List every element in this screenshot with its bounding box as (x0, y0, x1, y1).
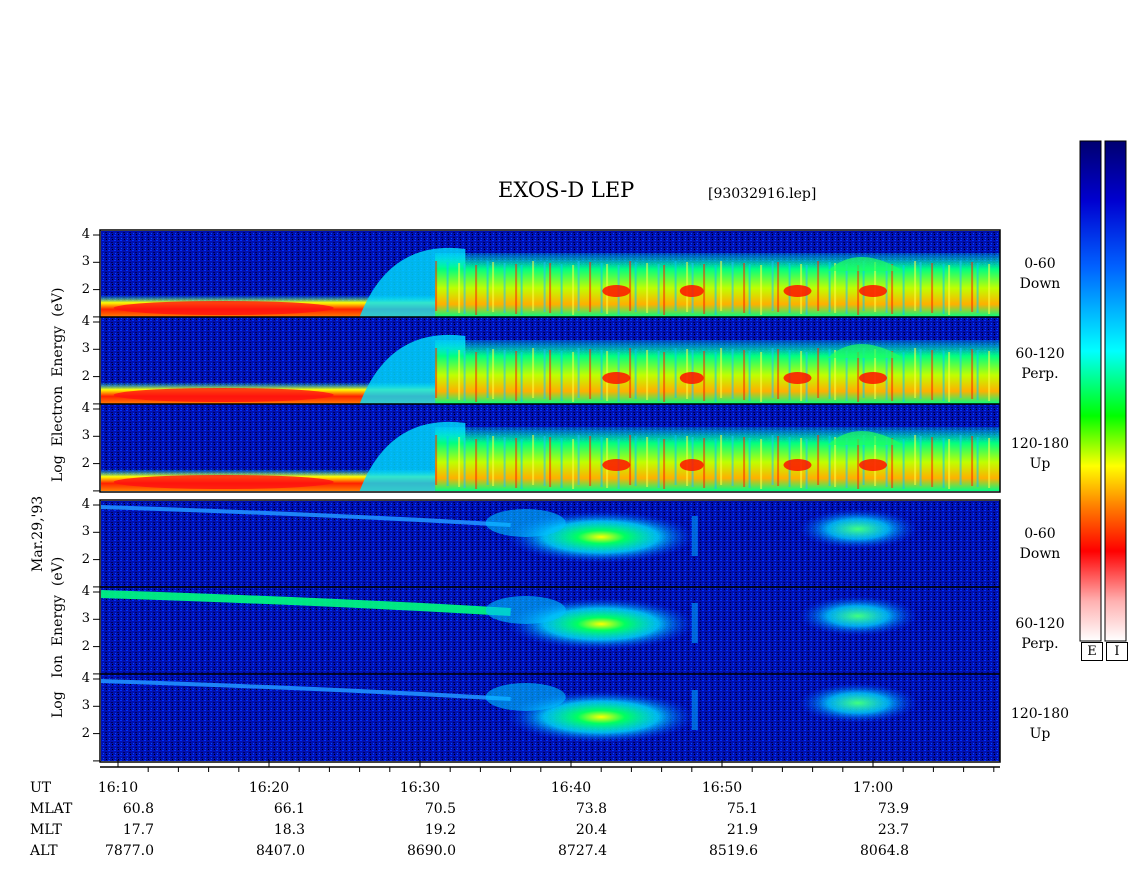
electron-spectrogram (101, 231, 1000, 491)
pitch-angle-label: 0-60 Down (1005, 524, 1075, 564)
electron-panel-frame (99, 229, 1001, 493)
orbit-ut-value: 16:20 (248, 780, 290, 796)
file-name: [93032916.lep] (708, 186, 817, 202)
orbit-ut-value: 17:00 (852, 780, 894, 796)
y-tick-label: 2 (81, 368, 90, 384)
y-tick-label: 2 (81, 551, 90, 567)
pitch-angle-label: 120-180 Up (1005, 704, 1075, 744)
orbit-row-label: MLT (30, 822, 62, 838)
date-label: Mar.29,'93 (30, 495, 46, 572)
pitch-range: 60-120 (1015, 346, 1065, 362)
pitch-angle-label: 60-120 Perp. (1005, 614, 1075, 654)
orbit-mlat-value: 75.1 (726, 801, 758, 817)
ion-panel-2 (101, 679, 918, 743)
orbit-mlt-value: 23.7 (877, 822, 909, 838)
y-tick-label: 3 (81, 698, 90, 714)
orbit-ut-value: 16:50 (701, 780, 743, 796)
y-tick-label: 4 (81, 671, 90, 686)
pitch-range: 0-60 (1024, 526, 1056, 542)
electron-panel-0 (101, 247, 1000, 317)
orbit-alt-value: 8519.6 (709, 843, 758, 859)
electron-panel-2 (101, 421, 1000, 491)
orbit-row-label: UT (30, 780, 52, 796)
orbit-row-label: MLAT (30, 801, 73, 817)
electron-axis-label: Log Electron Energy (eV) (50, 287, 66, 482)
pitch-range: 120-180 (1010, 706, 1070, 722)
ion-panel-frame (99, 499, 1001, 763)
orbit-mlt-value: 20.4 (575, 822, 607, 838)
y-tick-label: 4 (81, 584, 90, 599)
y-tick-label: 2 (81, 455, 90, 471)
colorbar-electron (1079, 140, 1102, 642)
ion-axis-label: Log Ion Energy (eV) (50, 556, 66, 718)
orbit-mlat-value: 66.1 (273, 801, 305, 817)
y-tick-label: 2 (81, 281, 90, 297)
y-tick-label: 4 (81, 227, 90, 242)
electron-panel-1 (101, 334, 1000, 404)
orbit-mlt-value: 19.2 (424, 822, 456, 838)
orbit-mlt-value: 21.9 (726, 822, 758, 838)
y-tick-label: 3 (81, 254, 90, 270)
pitch-range: 60-120 (1015, 616, 1065, 632)
orbit-alt-value: 7877.0 (105, 843, 154, 859)
colorbar-ion (1104, 140, 1127, 642)
colorbar-label-i: I (1106, 642, 1128, 661)
orbit-mlat-value: 70.5 (424, 801, 456, 817)
ion-spectrogram (101, 501, 1000, 761)
pitch-range: 0-60 (1024, 256, 1056, 272)
orbit-ut-value: 16:40 (550, 780, 592, 796)
pitch-direction: Down (1019, 276, 1061, 292)
orbit-mlat-value: 60.8 (122, 801, 154, 817)
y-tick-label: 2 (81, 725, 90, 741)
pitch-direction: Up (1029, 726, 1051, 742)
orbit-mlat-value: 73.8 (575, 801, 607, 817)
orbit-mlat-value: 73.9 (877, 801, 909, 817)
y-tick-label: 3 (81, 428, 90, 444)
orbit-mlt-value: 17.7 (122, 822, 154, 838)
orbit-alt-value: 8064.8 (860, 843, 909, 859)
colorbar-label-e: E (1081, 642, 1103, 661)
ion-panel-1 (101, 590, 918, 650)
pitch-direction: Up (1029, 456, 1051, 472)
y-tick-label: 4 (81, 497, 90, 512)
pitch-angle-label: 0-60 Down (1005, 254, 1075, 294)
y-tick-label: 3 (81, 341, 90, 357)
y-tick-label: 4 (81, 401, 90, 416)
figure-title: EXOS-D LEP (498, 178, 635, 202)
orbit-ut-value: 16:10 (97, 780, 139, 796)
pitch-direction: Perp. (1021, 366, 1059, 382)
orbit-alt-value: 8727.4 (558, 843, 607, 859)
y-tick-label: 2 (81, 638, 90, 654)
orbit-row-label: ALT (30, 843, 58, 859)
pitch-angle-label: 120-180 Up (1005, 434, 1075, 474)
orbit-alt-value: 8407.0 (256, 843, 305, 859)
ion-panel-0 (101, 505, 918, 563)
y-tick-label: 4 (81, 314, 90, 329)
pitch-range: 120-180 (1010, 436, 1070, 452)
pitch-direction: Down (1019, 546, 1061, 562)
pitch-direction: Perp. (1021, 636, 1059, 652)
pitch-angle-label: 60-120 Perp. (1005, 344, 1075, 384)
orbit-mlt-value: 18.3 (273, 822, 305, 838)
y-tick-label: 3 (81, 611, 90, 627)
y-tick-label: 3 (81, 524, 90, 540)
orbit-alt-value: 8690.0 (407, 843, 456, 859)
orbit-ut-value: 16:30 (399, 780, 441, 796)
